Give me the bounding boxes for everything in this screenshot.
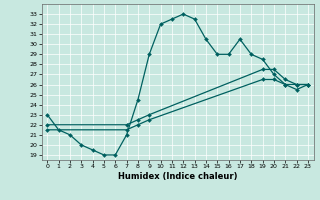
X-axis label: Humidex (Indice chaleur): Humidex (Indice chaleur) <box>118 172 237 181</box>
